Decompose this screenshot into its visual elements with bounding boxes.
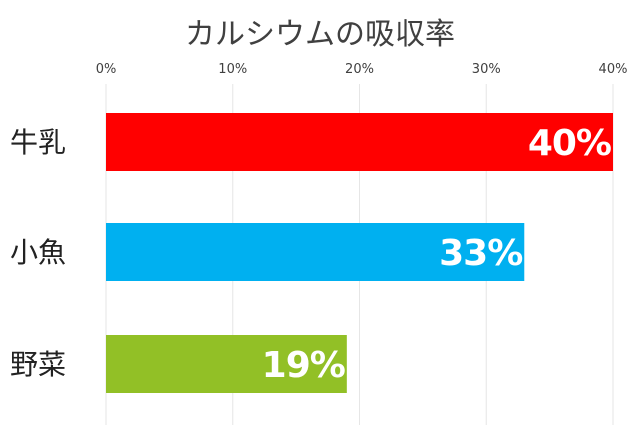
x-tick-label-10: 10% [218,62,247,77]
category-label-3: 野菜 [10,348,66,381]
data-label-2: 33% [439,233,522,274]
x-tick-label-40: 40% [599,62,628,77]
bar-1 [106,113,613,171]
x-tick-label-30: 30% [472,62,501,77]
x-tick-label-0: 0% [96,62,117,77]
bar-2 [106,223,525,281]
bar-3 [106,335,347,393]
category-label-2: 小魚 [10,236,66,269]
data-labels: 40% 33% 19% [262,123,612,386]
category-label-1: 牛乳 [10,126,66,159]
x-axis-ticks: 0% 10% 20% 30% 40% [96,62,628,77]
data-label-1: 40% [528,123,611,164]
chart-title: カルシウムの吸収率 [185,17,455,52]
data-label-3: 19% [262,345,345,386]
bars [106,113,613,393]
x-tick-label-20: 20% [345,62,374,77]
